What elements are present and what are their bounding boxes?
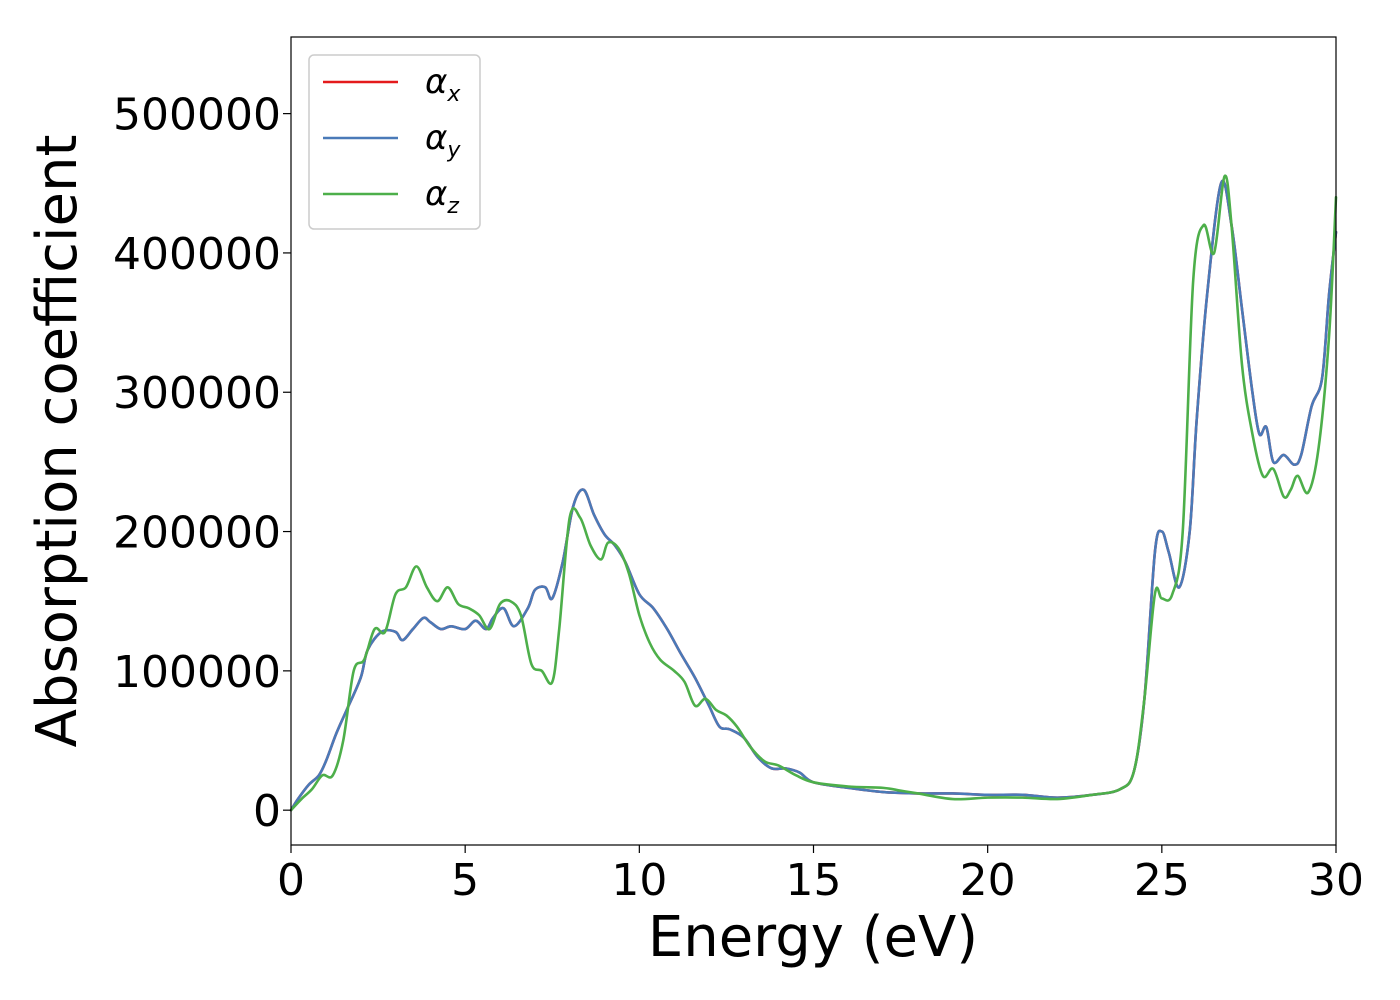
x-tick-label: 30 [1308,855,1364,906]
x-axis-label: Energy (eV) [648,905,978,970]
legend-label-z: αz [425,174,459,219]
y-tick-label: 100000 [113,647,281,698]
legend-label-x: αx [425,62,461,107]
x-tick-label: 10 [611,855,667,906]
x-tick-label: 5 [451,855,479,906]
x-tick-label: 20 [960,855,1016,906]
y-tick-label: 200000 [113,508,281,559]
y-tick-label: 300000 [113,368,281,419]
legend: αx αy αz [308,54,481,230]
y-tick-label: 500000 [113,90,281,141]
x-axis-ticks: 0 5 10 15 20 25 30 [277,845,1364,906]
y-tick-label: 400000 [113,229,281,280]
series-line-y [289,179,1338,812]
y-axis-label: Absorption coefficient [25,135,90,748]
legend-label-y: αy [425,118,461,163]
x-tick-label: 15 [786,855,842,906]
x-tick-label: 25 [1134,855,1190,906]
y-tick-label: 0 [253,786,281,837]
series-line-z [289,174,1338,812]
series-layer [289,174,1338,812]
x-tick-label: 0 [277,855,305,906]
y-axis-ticks: 0 100000 200000 300000 400000 500000 [113,90,291,837]
legend-frame [308,54,481,230]
